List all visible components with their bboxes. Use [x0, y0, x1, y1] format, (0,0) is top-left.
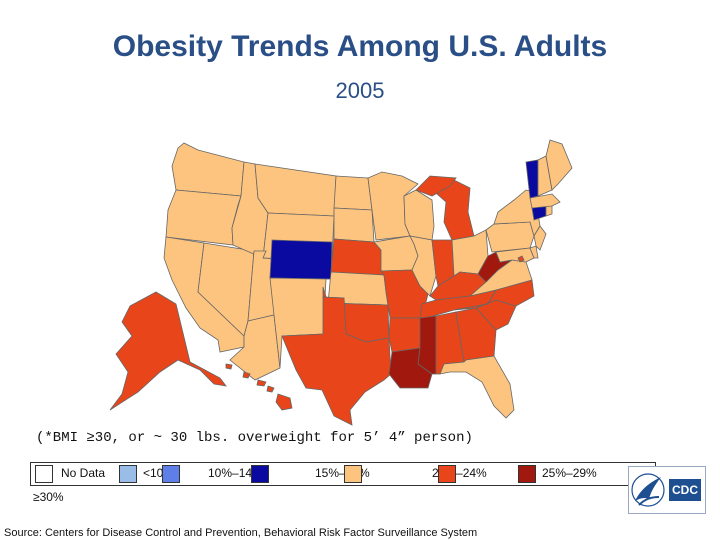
- legend-swatch-10-14: [162, 465, 180, 483]
- state-iowa[interactable]: [373, 235, 419, 272]
- state-mississippi[interactable]: [417, 315, 437, 375]
- state-hawaii-island-2[interactable]: [256, 379, 267, 387]
- state-michigan-up[interactable]: [415, 175, 457, 197]
- state-new-jersey[interactable]: [533, 225, 547, 251]
- cdc-logo: CDC: [628, 466, 706, 514]
- cdc-logo-text: CDC: [669, 479, 701, 501]
- state-arkansas[interactable]: [388, 317, 423, 353]
- legend-swatch-no-data: [35, 465, 53, 483]
- legend-swatch-20-24: [344, 465, 362, 483]
- legend-label-no-data: No Data: [61, 466, 106, 480]
- bmi-footnote: (*BMI ≥30, or ~ 30 lbs. overweight for 5…: [36, 430, 473, 446]
- state-rhode-island[interactable]: [545, 205, 553, 217]
- state-montana[interactable]: [254, 163, 337, 217]
- legend-swatch-15-19: [251, 465, 269, 483]
- state-north-dakota[interactable]: [333, 175, 373, 211]
- state-massachusetts[interactable]: [529, 193, 561, 209]
- state-hawaii-island-4[interactable]: [225, 363, 233, 370]
- state-pennsylvania[interactable]: [485, 221, 535, 253]
- hhs-eagle-icon: [631, 473, 665, 507]
- state-florida[interactable]: [439, 355, 515, 419]
- state-hawaii[interactable]: [275, 393, 293, 411]
- legend: No Data <10% 10%–14% 15%–19% 20%–24% 25%…: [30, 462, 656, 486]
- state-delaware[interactable]: [529, 245, 539, 259]
- legend-label-25-29: 25%–29%: [542, 466, 597, 480]
- state-hawaii-island-3[interactable]: [266, 385, 275, 393]
- state-colorado-main[interactable]: [269, 239, 333, 280]
- legend-label-10-14: 10%–14%: [208, 466, 263, 480]
- legend-swatch-25-29: [438, 465, 456, 483]
- state-texas[interactable]: [281, 296, 392, 426]
- state-maine[interactable]: [545, 139, 573, 191]
- state-washington[interactable]: [171, 142, 245, 197]
- state-hawaii-island-1[interactable]: [242, 371, 251, 379]
- state-oregon[interactable]: [165, 189, 242, 246]
- legend-label-30plus: ≥30%: [33, 490, 64, 504]
- year-subtitle: 2005: [335, 78, 385, 103]
- slide-title: Obesity Trends Among U.S. Adults: [112, 30, 608, 63]
- source-citation: Source: Centers for Disease Control and …: [4, 527, 478, 539]
- legend-swatch-30plus: [518, 465, 536, 483]
- state-alaska[interactable]: [109, 291, 227, 411]
- state-south-dakota[interactable]: [333, 207, 375, 243]
- state-wisconsin[interactable]: [403, 189, 435, 241]
- state-dc[interactable]: [517, 255, 525, 263]
- legend-swatch-lt10: [119, 465, 137, 483]
